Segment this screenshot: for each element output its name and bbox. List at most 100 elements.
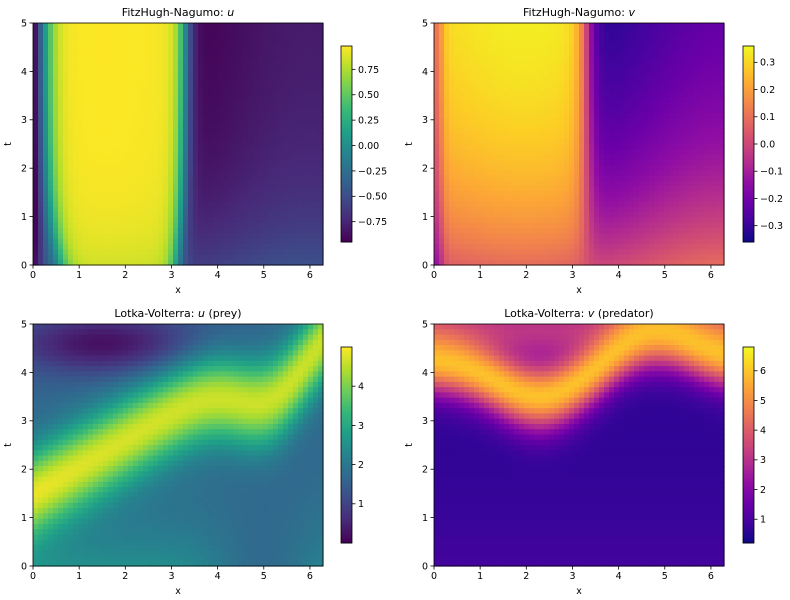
heatmap-cell <box>113 54 119 61</box>
heatmap-cell <box>604 196 610 203</box>
heatmap-cell <box>218 201 224 208</box>
heatmap-cell <box>248 28 254 35</box>
heatmap-cell <box>263 117 269 124</box>
heatmap-cell <box>654 144 660 150</box>
heatmap-cell <box>659 144 665 150</box>
heatmap-cell <box>559 196 565 203</box>
heatmap-cell <box>318 186 324 192</box>
heatmap-cell <box>158 117 164 124</box>
heatmap-cell <box>454 191 460 198</box>
heatmap-cell <box>143 133 149 140</box>
heatmap-cell <box>318 33 324 40</box>
heatmap-cell <box>449 59 455 66</box>
colorbar-tick-label: −0.75 <box>358 217 387 228</box>
heatmap-cell <box>143 96 149 103</box>
heatmap-cell <box>474 33 480 40</box>
heatmap-cell <box>108 254 114 261</box>
heatmap-cell <box>704 149 710 156</box>
heatmap-cell <box>544 54 550 61</box>
heatmap-cell <box>263 70 269 77</box>
heatmap-cell <box>43 49 49 56</box>
heatmap-cell <box>434 23 440 29</box>
heatmap-cell <box>38 128 44 135</box>
heatmap-cell <box>173 154 179 161</box>
heatmap-cell <box>108 243 114 250</box>
heatmap-cell <box>494 23 500 29</box>
heatmap-cell <box>569 196 575 203</box>
heatmap-cell <box>469 65 475 71</box>
heatmap-cell <box>499 70 505 77</box>
heatmap-cell <box>83 44 89 50</box>
heatmap-cell <box>83 138 89 145</box>
heatmap-cell <box>153 138 159 145</box>
heatmap-cell <box>138 175 144 182</box>
heatmap-cell <box>449 138 455 145</box>
heatmap-cell <box>103 59 109 66</box>
heatmap-cell <box>178 54 184 61</box>
heatmap-cell <box>504 107 510 114</box>
heatmap-cell <box>619 207 625 213</box>
heatmap-cell <box>98 144 104 150</box>
heatmap-cell <box>98 207 104 213</box>
heatmap-cell <box>283 254 289 261</box>
heatmap-cell <box>168 33 174 40</box>
heatmap-cell <box>38 33 44 40</box>
heatmap-cell <box>113 96 119 103</box>
heatmap-cell <box>579 217 585 224</box>
heatmap-cell <box>43 175 49 182</box>
heatmap-cell <box>559 138 565 145</box>
heatmap-cell <box>123 243 129 250</box>
heatmap-cell <box>594 101 600 108</box>
colorbar-segment <box>341 134 352 137</box>
heatmap-cell <box>514 144 520 150</box>
heatmap-cell <box>268 107 274 114</box>
heatmap-cell <box>173 133 179 140</box>
heatmap-cell <box>709 86 715 92</box>
heatmap-cell <box>38 54 44 61</box>
heatmap-cell <box>68 80 74 87</box>
heatmap-cell <box>198 180 204 187</box>
heatmap-cell <box>53 117 59 124</box>
heatmap-cell <box>198 207 204 213</box>
heatmap-cell <box>63 138 69 145</box>
heatmap-cell <box>163 228 169 235</box>
heatmap-cell <box>73 149 79 156</box>
heatmap-cell <box>133 38 139 45</box>
heatmap-cell <box>529 207 535 213</box>
heatmap-cell <box>303 23 309 29</box>
heatmap-cell <box>148 149 154 156</box>
heatmap-cell <box>158 170 164 177</box>
heatmap-cell <box>559 91 565 98</box>
heatmap-cell <box>303 107 309 114</box>
heatmap-cell <box>263 186 269 192</box>
heatmap-cell <box>248 101 254 108</box>
heatmap-cell <box>484 91 490 98</box>
heatmap-cell <box>509 96 515 103</box>
heatmap-cell <box>258 23 264 29</box>
heatmap-cell <box>719 122 725 129</box>
heatmap-cell <box>584 154 590 161</box>
heatmap-cell <box>253 165 259 171</box>
heatmap-cell <box>88 86 94 92</box>
heatmap-cell <box>318 96 324 103</box>
heatmap-cell <box>444 212 450 219</box>
heatmap-cell <box>293 238 299 245</box>
heatmap-cell <box>609 191 615 198</box>
heatmap-cell <box>288 159 294 166</box>
heatmap-cell <box>454 54 460 61</box>
heatmap-cell <box>629 86 635 92</box>
heatmap-cell <box>238 180 244 187</box>
heatmap-cell <box>489 59 495 66</box>
heatmap-cell <box>564 217 570 224</box>
heatmap-cell <box>208 186 214 192</box>
heatmap-cell <box>624 112 630 119</box>
heatmap-cell <box>589 54 595 61</box>
heatmap-cell <box>714 201 720 208</box>
heatmap-cell <box>554 159 560 166</box>
heatmap-cell <box>153 65 159 71</box>
heatmap-cell <box>308 122 314 129</box>
heatmap-cell <box>113 117 119 124</box>
heatmap-cell <box>288 122 294 129</box>
heatmap-cell <box>248 65 254 71</box>
heatmap-cell <box>644 165 650 171</box>
